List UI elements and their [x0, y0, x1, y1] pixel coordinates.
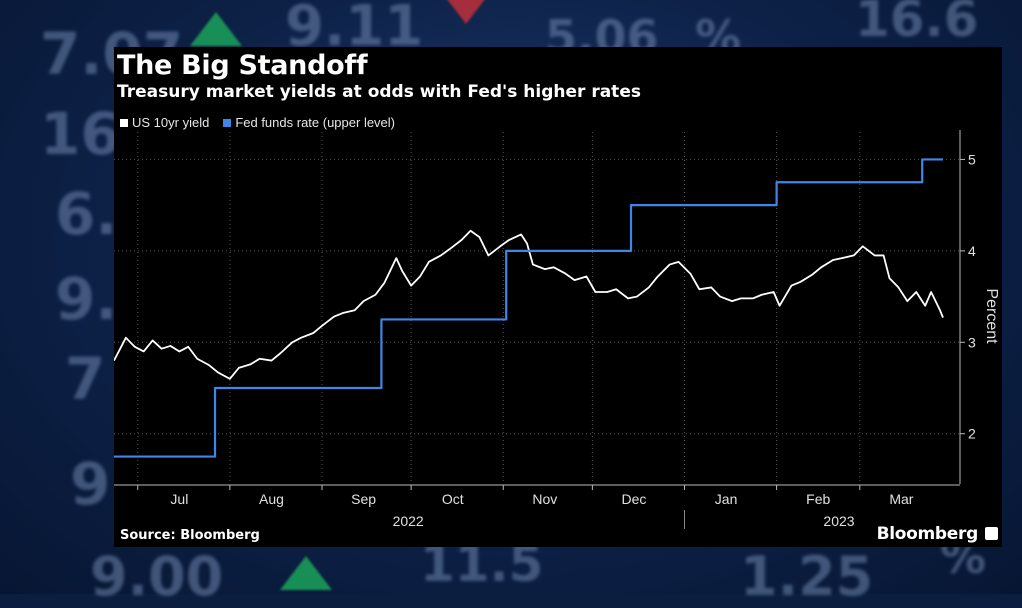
legend-swatch-fed [223, 118, 232, 127]
x-tick-label: Dec [622, 491, 647, 507]
series-line-fed-funds-rate [114, 158, 943, 458]
legend-item-fed: Fed funds rate (upper level) [223, 115, 395, 130]
x-tick-label: Jan [715, 491, 738, 507]
ticker-number: 16 [40, 100, 121, 168]
ticker-number: 16.6 [855, 0, 979, 48]
y-tick-label: 2 [968, 426, 976, 442]
ticker-number: 7 [65, 345, 106, 413]
up-arrow-icon [190, 12, 242, 46]
legend-swatch-yield [120, 118, 128, 127]
y-tick-label: 4 [968, 243, 976, 259]
ticker-number: 9. [55, 265, 118, 333]
x-tick-label: Nov [532, 491, 557, 507]
legend-label-yield: US 10yr yield [132, 115, 210, 130]
x-tick-label: Jul [170, 491, 188, 507]
ticker-number: 1.25 [740, 545, 874, 608]
x-tick-label: Feb [806, 491, 830, 507]
source-note: Source: Bloomberg [120, 528, 260, 543]
chart-subtitle: Treasury market yields at odds with Fed'… [117, 82, 641, 102]
ticker-number: 9 [70, 450, 111, 518]
x-tick-label: Sep [351, 491, 376, 507]
y-axis-title: Percent [983, 288, 1000, 344]
series-line-us-10yr-yield [114, 229, 944, 380]
bloomberg-icon [985, 527, 998, 540]
y-tick-label: 3 [968, 334, 976, 350]
legend-item-yield: US 10yr yield [120, 115, 209, 130]
x-year-label: 2022 [393, 513, 424, 529]
x-tick-label: Oct [442, 491, 464, 507]
brand-logo: Bloomberg [876, 524, 979, 544]
chart-panel: The Big Standoff Treasury market yields … [114, 47, 1002, 547]
chart-legend: US 10yr yield Fed funds rate (upper leve… [120, 115, 395, 130]
x-year-label: 2023 [823, 513, 854, 529]
up-arrow-icon [280, 556, 332, 590]
y-tick-label: 5 [968, 151, 976, 167]
x-tick-label: Aug [259, 491, 284, 507]
x-tick-label: Mar [889, 491, 913, 507]
legend-label-fed: Fed funds rate (upper level) [235, 115, 396, 130]
chart-title: The Big Standoff [117, 50, 368, 81]
down-arrow-icon [440, 0, 492, 24]
line-chart: 2 3 4 5 Percent Jul Aug Sep Oct Nov Dec Jan Feb Mar 20… [114, 130, 1000, 529]
ticker-number: 9.00 [90, 545, 224, 608]
